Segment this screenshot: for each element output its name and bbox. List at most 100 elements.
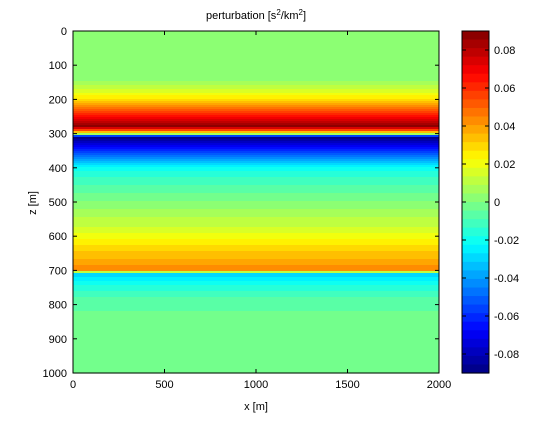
heatmap-row (73, 277, 439, 280)
heatmap-row (73, 291, 439, 294)
y-tick-label: 900 (49, 334, 67, 346)
heatmap-row (73, 75, 439, 78)
colorbar-band (462, 364, 489, 374)
heatmap-row (73, 207, 439, 210)
y-tick-label: 700 (49, 265, 67, 277)
colorbar-band (462, 116, 489, 126)
colorbar-band (462, 159, 489, 169)
heatmap-row (73, 201, 439, 204)
heatmap-row (73, 187, 439, 190)
heatmap-row (73, 247, 439, 250)
heatmap-row (73, 59, 439, 62)
title-end-text: ] (303, 10, 306, 22)
heatmap-row (73, 143, 439, 146)
colorbar-tick-label: 0 (494, 197, 500, 209)
heatmap-row (73, 227, 439, 230)
heatmap-row (73, 311, 439, 314)
heatmap-row (73, 317, 439, 320)
colorbar-band (462, 296, 489, 306)
heatmap-row (73, 205, 439, 208)
heatmap-row (73, 131, 439, 134)
heatmap-row (73, 225, 439, 228)
heatmap-row (73, 327, 439, 330)
heatmap-row (73, 163, 439, 166)
heatmap-row (73, 235, 439, 238)
heatmap-row (73, 157, 439, 160)
heatmap-row (73, 257, 439, 260)
heatmap-row (73, 41, 439, 44)
heatmap-row (73, 229, 439, 232)
heatmap-row (73, 307, 439, 310)
y-tick-label: 0 (61, 26, 67, 38)
chart-title: perturbation [s2/km2] (206, 8, 306, 23)
colorbar-band (462, 347, 489, 357)
heatmap-row (73, 339, 439, 342)
colorbar-band (462, 287, 489, 297)
heatmap-row (73, 105, 439, 108)
heatmap-row (73, 35, 439, 38)
colorbar-band (462, 82, 489, 92)
heatmap-row (73, 119, 439, 122)
heatmap-row (73, 99, 439, 102)
heatmap-row (73, 91, 439, 94)
heatmap-row (73, 165, 439, 168)
heatmap-row (73, 191, 439, 194)
heatmap-row (73, 69, 439, 72)
heatmap-row (73, 293, 439, 296)
heatmap-row (73, 87, 439, 90)
heatmap-row (73, 337, 439, 340)
heatmap-row (73, 193, 439, 196)
heatmap-row (73, 233, 439, 236)
heatmap-row (73, 85, 439, 88)
heatmap-row (73, 315, 439, 318)
heatmap-row (73, 245, 439, 248)
heatmap-row (73, 107, 439, 110)
heatmap-row (73, 39, 439, 42)
heatmap-row (73, 173, 439, 176)
heatmap-row (73, 253, 439, 256)
heatmap-row (73, 93, 439, 96)
x-tick-label: 1500 (335, 379, 359, 391)
colorbar-band (462, 330, 489, 340)
x-tick-label: 1000 (244, 379, 268, 391)
heatmap-row (73, 221, 439, 224)
heatmap-row (73, 263, 439, 266)
heatmap-row (73, 305, 439, 308)
heatmap-row (73, 167, 439, 170)
colorbar-band (462, 133, 489, 143)
heatmap-row (73, 265, 439, 268)
heatmap-row (73, 283, 439, 286)
y-tick-label: 600 (49, 231, 67, 243)
y-axis-label: z [m] (27, 191, 39, 215)
heatmap-row (73, 223, 439, 226)
heatmap-row (73, 361, 439, 364)
heatmap-row (73, 271, 439, 274)
heatmap-row (73, 331, 439, 334)
heatmap-row (73, 281, 439, 284)
colorbar-band (462, 338, 489, 348)
heatmap-row (73, 153, 439, 156)
y-tick-label: 200 (49, 94, 67, 106)
heatmap-row (73, 299, 439, 302)
heatmap-row (73, 151, 439, 154)
heatmap-row (73, 287, 439, 290)
colorbar-band (462, 125, 489, 135)
colorbar-band (462, 219, 489, 229)
heatmap-row (73, 83, 439, 86)
colorbar-band (462, 236, 489, 246)
colorbar: 0.08 0.06 0.04 0.02 0 -0.02 -0.04 -0.06 -0.08 (461, 30, 519, 374)
heatmap-row (73, 77, 439, 80)
heatmap-row (73, 353, 439, 356)
heatmap-row (73, 289, 439, 292)
y-tick-label: 500 (49, 197, 67, 209)
colorbar-band (462, 99, 489, 109)
heatmap-row (73, 79, 439, 82)
heatmap-row (73, 269, 439, 272)
heatmap-row (73, 343, 439, 346)
heatmap-row (73, 65, 439, 68)
heatmap-row (73, 349, 439, 352)
heatmap-row (73, 63, 439, 66)
colorbar-tick-label: 0.04 (494, 121, 515, 133)
heatmap-row (73, 241, 439, 244)
